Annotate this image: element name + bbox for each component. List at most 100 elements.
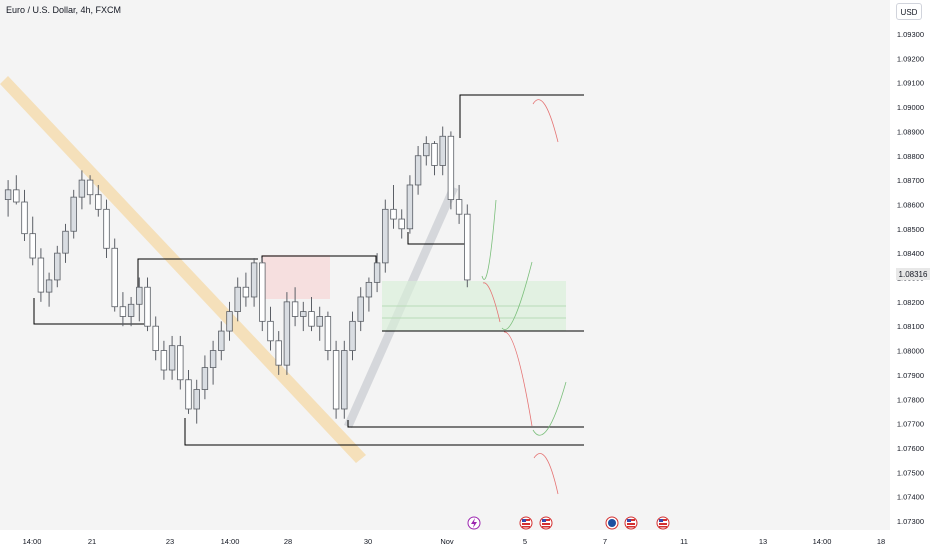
candle-body xyxy=(267,320,274,342)
candle-body xyxy=(300,311,307,317)
candle-body xyxy=(103,208,110,249)
candle-body xyxy=(193,389,200,410)
time-axis[interactable]: 14:00 21 23 14:00 28 30 Nov 5 7 11 13 14:00 18 xyxy=(23,537,886,546)
price-tick-label: 1.08400 xyxy=(897,249,924,258)
level-swing-1[interactable] xyxy=(137,258,258,298)
price-tick-label: 1.07500 xyxy=(897,468,924,477)
time-tick-label: 5 xyxy=(523,537,527,546)
lightning-icon[interactable] xyxy=(467,516,481,530)
price-tick-label: 1.08800 xyxy=(897,152,924,161)
drawings-layer xyxy=(0,76,584,495)
candle-body xyxy=(341,350,348,410)
candle-body xyxy=(316,316,323,327)
candle-body xyxy=(349,320,356,351)
candle-body xyxy=(209,350,217,368)
candle-body xyxy=(414,155,422,186)
candle-body xyxy=(136,286,143,305)
candle-body xyxy=(152,325,159,351)
candle-body xyxy=(13,189,20,203)
economic-events xyxy=(467,516,670,530)
time-tick-label: 23 xyxy=(166,537,174,546)
candle-body xyxy=(144,286,151,327)
candle-body xyxy=(168,345,176,371)
projection-arrow-up xyxy=(481,199,497,280)
time-tick-label: 14:00 xyxy=(221,537,240,546)
us-flag-icon[interactable] xyxy=(624,516,638,530)
candle-body xyxy=(373,262,381,283)
projection-arrow-down xyxy=(482,282,501,323)
candle-body xyxy=(234,286,241,312)
candles-layer xyxy=(4,126,471,424)
time-tick-label: 18 xyxy=(877,537,885,546)
currency-selector[interactable]: USD xyxy=(896,3,922,20)
price-tick-label: 1.09200 xyxy=(897,54,924,63)
projection-arrow-down xyxy=(532,99,559,143)
candle-body xyxy=(4,189,12,200)
plot-area xyxy=(0,0,890,530)
time-tick-label: 14:00 xyxy=(813,537,832,546)
candle-body xyxy=(431,143,438,166)
candle-body xyxy=(406,184,414,230)
projection-arrow-up xyxy=(501,261,533,330)
candle-body xyxy=(127,303,135,317)
supply-zone[interactable] xyxy=(262,255,330,299)
time-tick-label: 30 xyxy=(364,537,372,546)
candle-body xyxy=(423,143,430,157)
price-tick-label: 1.07800 xyxy=(897,395,924,404)
level-low-3[interactable] xyxy=(184,418,584,446)
price-tick-label: 1.08900 xyxy=(897,127,924,136)
time-tick-label: 28 xyxy=(284,537,292,546)
candle-body xyxy=(464,213,471,281)
projection-arrow-down xyxy=(533,453,559,495)
candle-body xyxy=(226,311,233,332)
price-tick-label: 1.07300 xyxy=(897,517,924,526)
candle-body xyxy=(37,257,45,293)
price-tick-label: 1.07700 xyxy=(897,420,924,429)
candle-body xyxy=(455,199,463,215)
candle-body xyxy=(283,301,291,366)
candle-body xyxy=(332,350,340,410)
candle-body xyxy=(111,247,118,308)
time-tick-label: Nov xyxy=(440,537,454,546)
candle-body xyxy=(324,316,332,351)
us-flag-icon[interactable] xyxy=(519,516,533,530)
candle-body xyxy=(78,179,86,198)
candle-body xyxy=(95,194,102,210)
candle-body xyxy=(160,350,168,371)
candle-body xyxy=(398,218,405,230)
descending-trendline[interactable] xyxy=(0,76,366,463)
time-tick-label: 21 xyxy=(88,537,96,546)
projection-arrow-up xyxy=(532,381,567,436)
candle-body xyxy=(365,281,373,298)
candle-body xyxy=(185,379,192,410)
candle-body xyxy=(119,306,127,317)
level-low-1[interactable] xyxy=(33,298,144,325)
level-mid-1[interactable] xyxy=(407,232,466,245)
candle-body xyxy=(291,301,299,317)
time-tick-label: 7 xyxy=(603,537,607,546)
globe-icon[interactable] xyxy=(605,516,619,530)
us-flag-icon[interactable] xyxy=(539,516,553,530)
price-axis[interactable]: 1.09300 1.09200 1.09100 1.09000 1.08900 1.088… xyxy=(897,30,924,526)
candle-body xyxy=(308,311,315,327)
price-tick-label: 1.07600 xyxy=(897,444,924,453)
candle-body xyxy=(201,367,209,390)
price-tick-label: 1.07400 xyxy=(897,493,924,502)
price-tick-label: 1.08500 xyxy=(897,225,924,234)
price-tick-label: 1.07900 xyxy=(897,371,924,380)
price-tick-label: 1.08600 xyxy=(897,200,924,209)
level-low-2[interactable] xyxy=(347,420,584,428)
candle-body xyxy=(390,208,397,220)
price-tick-label: 1.08000 xyxy=(897,347,924,356)
candle-body xyxy=(29,233,36,259)
time-tick-label: 13 xyxy=(759,537,767,546)
candle-body xyxy=(86,179,94,196)
price-tick-label: 1.09300 xyxy=(897,30,924,39)
level-high[interactable] xyxy=(459,94,584,138)
candle-body xyxy=(275,340,282,366)
candle-body xyxy=(54,252,61,281)
chart-title[interactable]: Euro / U.S. Dollar, 4h, FXCM xyxy=(6,5,122,15)
us-flag-icon[interactable] xyxy=(656,516,670,530)
last-price-text: 1.08316 xyxy=(899,270,928,279)
